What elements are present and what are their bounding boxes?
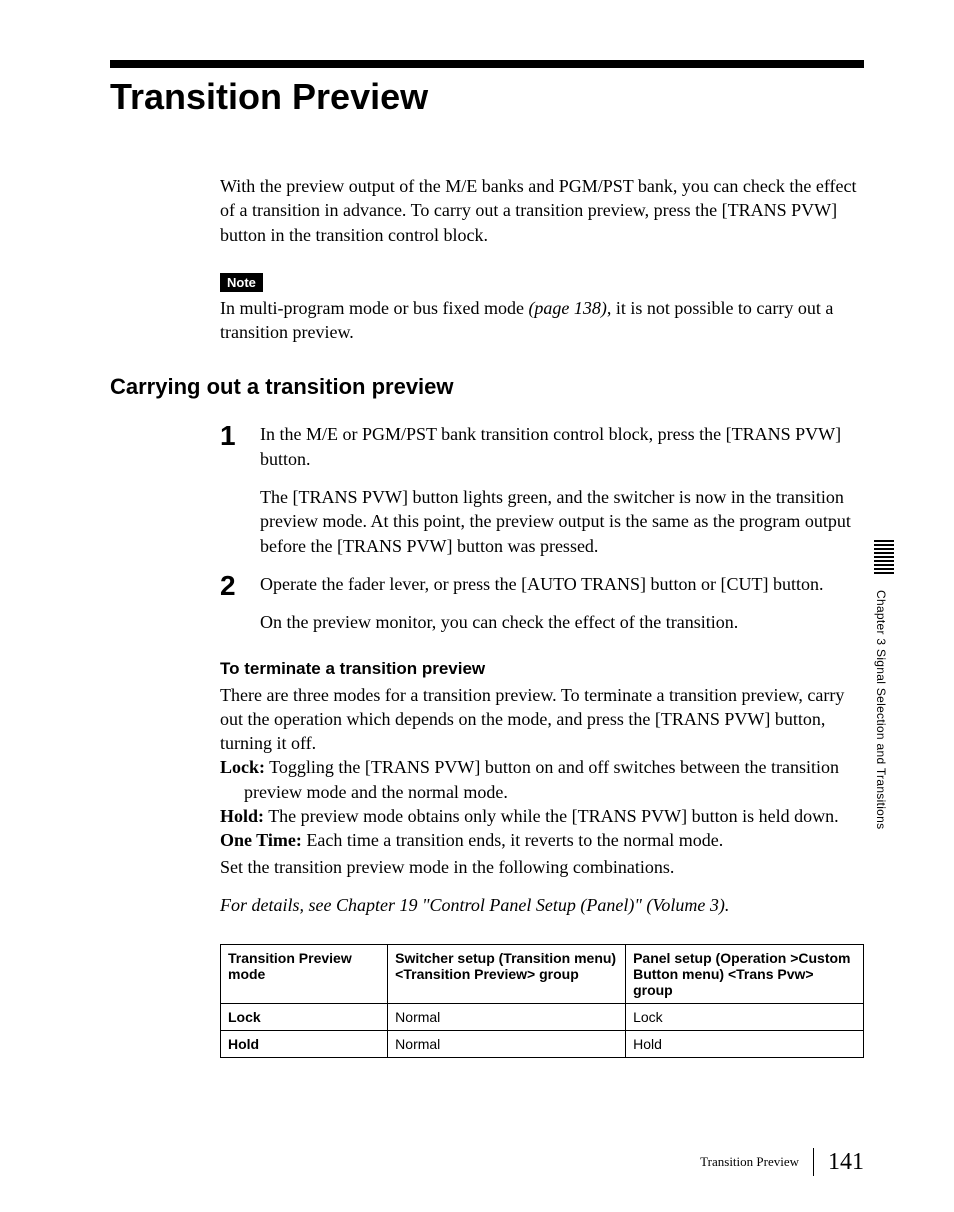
table-header-switcher: Switcher setup (Transition menu) <Transi… [388,944,626,1003]
note-badge: Note [220,273,263,292]
table-header-mode: Transition Preview mode [221,944,388,1003]
step-number: 2 [220,572,242,635]
right-rail: Chapter 3 Signal Selection and Transitio… [874,540,894,900]
def-body: Toggling the [TRANS PVW] button on and o… [244,757,839,801]
table-cell-mode: Lock [221,1003,388,1030]
note-text-before: In multi-program mode or bus fixed mode [220,298,528,318]
modes-table: Transition Preview mode Switcher setup (… [220,944,864,1058]
terminate-intro: There are three modes for a transition p… [220,683,864,756]
def-onetime: One Time: Each time a transition ends, i… [220,828,864,852]
step-1: 1 In the M/E or PGM/PST bank transition … [220,422,864,557]
page-title: Transition Preview [110,76,864,118]
step-body: Operate the fader lever, or press the [A… [260,572,864,635]
note-block: Note In multi-program mode or bus fixed … [220,273,864,345]
def-body: The preview mode obtains only while the … [264,806,839,826]
step-body: In the M/E or PGM/PST bank transition co… [260,422,864,557]
footer-page-number: 141 [828,1149,864,1176]
table-cell-mode: Hold [221,1030,388,1057]
def-body: Each time a transition ends, it reverts … [302,830,723,850]
section-heading: Carrying out a transition preview [110,374,864,400]
bookmark-icon [874,540,894,576]
table-cell-switcher: Normal [388,1003,626,1030]
page-title-rule [110,60,864,68]
step-2-p1: Operate the fader lever, or press the [A… [260,572,864,596]
table-row: Lock Normal Lock [221,1003,864,1030]
def-hold: Hold: The preview mode obtains only whil… [220,804,864,828]
note-text: In multi-program mode or bus fixed mode … [220,296,864,345]
step-1-p2: The [TRANS PVW] button lights green, and… [260,485,864,558]
table-cell-panel: Hold [626,1030,864,1057]
def-lock: Lock: Toggling the [TRANS PVW] button on… [220,755,864,804]
rail-chapter-label: Chapter 3 Signal Selection and Transitio… [874,590,888,829]
step-number: 1 [220,422,242,557]
step-2: 2 Operate the fader lever, or press the … [220,572,864,635]
table-row: Hold Normal Hold [221,1030,864,1057]
footer-title: Transition Preview [700,1154,799,1170]
table-cell-switcher: Normal [388,1030,626,1057]
table-cell-panel: Lock [626,1003,864,1030]
terminate-setline: Set the transition preview mode in the f… [220,855,864,879]
intro-paragraph: With the preview output of the M/E banks… [220,174,864,247]
def-term: Hold: [220,806,264,826]
step-1-p1: In the M/E or PGM/PST bank transition co… [260,422,864,471]
def-term: One Time: [220,830,302,850]
def-term: Lock: [220,757,265,777]
terminate-ref: For details, see Chapter 19 "Control Pan… [220,895,864,916]
note-page-ref: (page 138) [528,298,606,318]
step-2-p2: On the preview monitor, you can check th… [260,610,864,634]
table-header-panel: Panel setup (Operation >Custom Button me… [626,944,864,1003]
terminate-heading: To terminate a transition preview [220,659,864,679]
page-footer: Transition Preview 141 [700,1148,864,1176]
footer-separator [813,1148,814,1176]
table-header-row: Transition Preview mode Switcher setup (… [221,944,864,1003]
